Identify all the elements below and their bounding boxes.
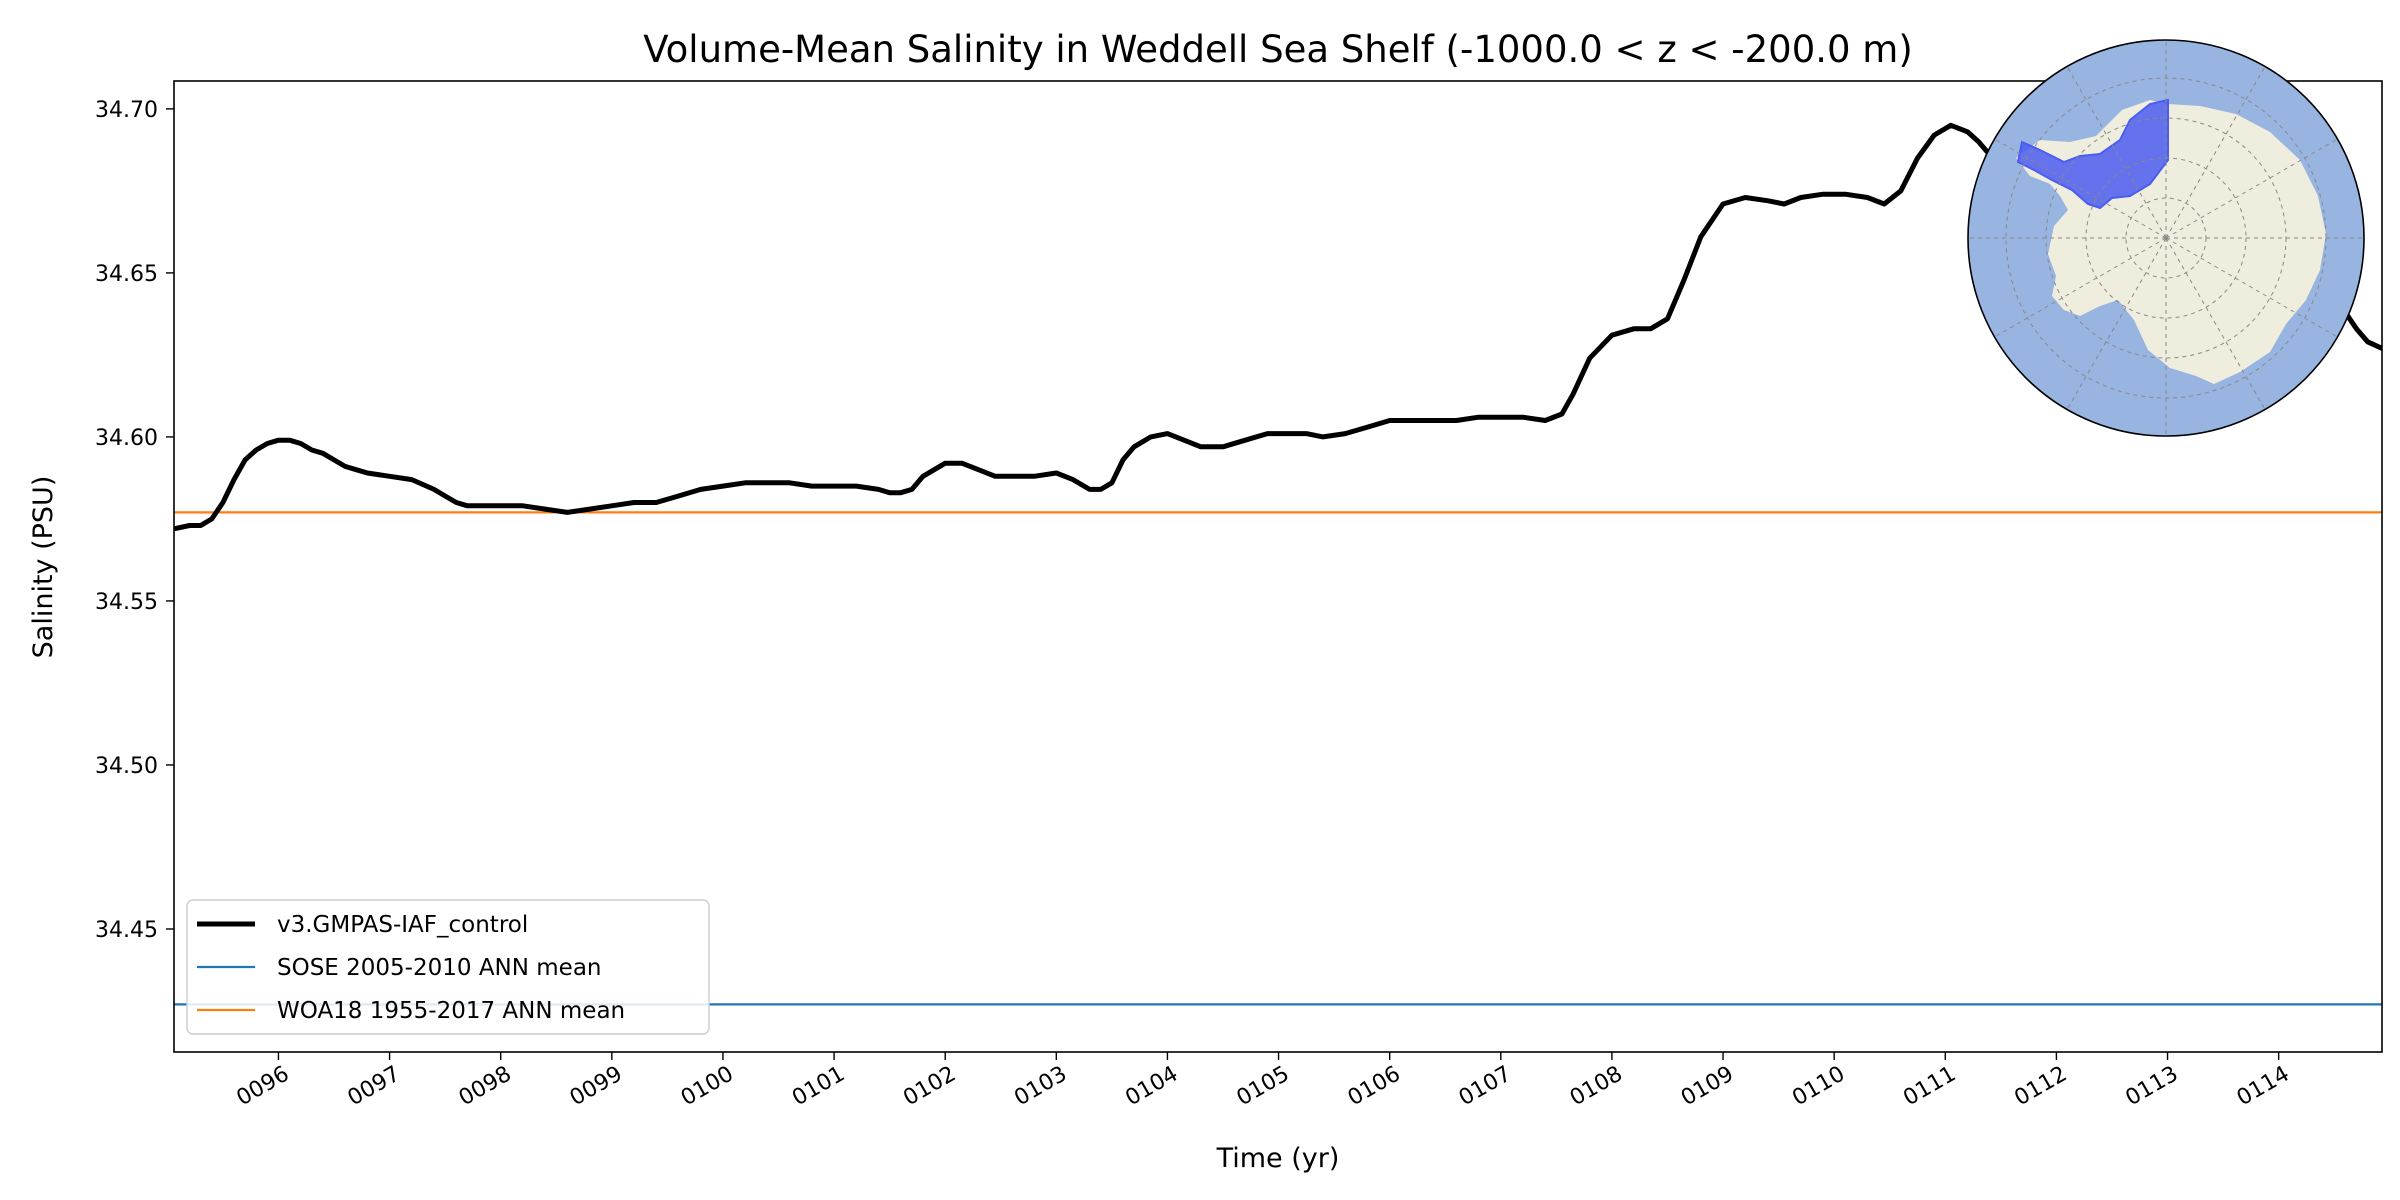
y-tick-label: 34.60 [95, 426, 158, 451]
x-axis-label: Time (yr) [1216, 1143, 1340, 1174]
x-tick-label: 0106 [1344, 1062, 1405, 1112]
inset-weddell-region [2016, 98, 2169, 210]
x-tick-label: 0114 [2233, 1062, 2294, 1112]
x-tick-label: 0110 [1788, 1062, 1849, 1112]
inset-meridian [2165, 237, 2338, 338]
x-tick-label: 0111 [1899, 1062, 1960, 1112]
x-tick-label: 0097 [344, 1062, 405, 1112]
inset-meridian [1994, 138, 2167, 239]
x-tick-label: 0099 [566, 1062, 627, 1112]
inset-meridian [2066, 237, 2167, 410]
x-tick-label: 0112 [2010, 1062, 2071, 1112]
x-tick-label: 0109 [1677, 1062, 1738, 1112]
y-tick-label: 34.65 [95, 262, 158, 287]
x-tick-label: 0105 [1233, 1062, 1294, 1112]
inset-border [1967, 39, 2365, 437]
x-tick-label: 0108 [1566, 1062, 1627, 1112]
y-tick-label: 34.45 [95, 918, 158, 943]
inset-layers [1968, 40, 2364, 436]
x-tick-label: 0107 [1455, 1062, 1516, 1112]
chart-title: Volume-Mean Salinity in Weddell Sea Shel… [643, 28, 1913, 71]
legend-box [186, 899, 710, 1035]
legend: v3.GMPAS-IAF_control SOSE 2005-2010 ANN m… [186, 899, 710, 1035]
x-tick-label: 0104 [1121, 1062, 1182, 1112]
x-tick-label: 0098 [455, 1062, 516, 1112]
x-tick-label: 0101 [788, 1062, 849, 1112]
legend-label: SOSE 2005-2010 ANN mean [277, 955, 602, 981]
inset-meridian [2165, 66, 2266, 239]
legend-label: WOA18 1955-2017 ANN mean [277, 998, 625, 1024]
inset-meridian [1994, 237, 2167, 338]
x-tick-label: 0100 [677, 1062, 738, 1112]
y-tick-label: 34.50 [95, 754, 158, 779]
x-tick-label: 0102 [899, 1062, 960, 1112]
x-tick-label: 0096 [233, 1062, 294, 1112]
inset-map [1967, 39, 2365, 437]
y-axis-label: Salinity (PSU) [28, 476, 59, 659]
y-tick-label: 34.70 [95, 98, 158, 123]
inset-meridian [2165, 138, 2338, 239]
inset-meridian [2066, 66, 2167, 239]
inset-meridian [2165, 237, 2266, 410]
legend-label: v3.GMPAS-IAF_control [277, 912, 528, 938]
x-tick-label: 0103 [1010, 1062, 1071, 1112]
y-tick-label: 34.55 [95, 590, 158, 615]
x-tick-label: 0113 [2122, 1062, 2183, 1112]
